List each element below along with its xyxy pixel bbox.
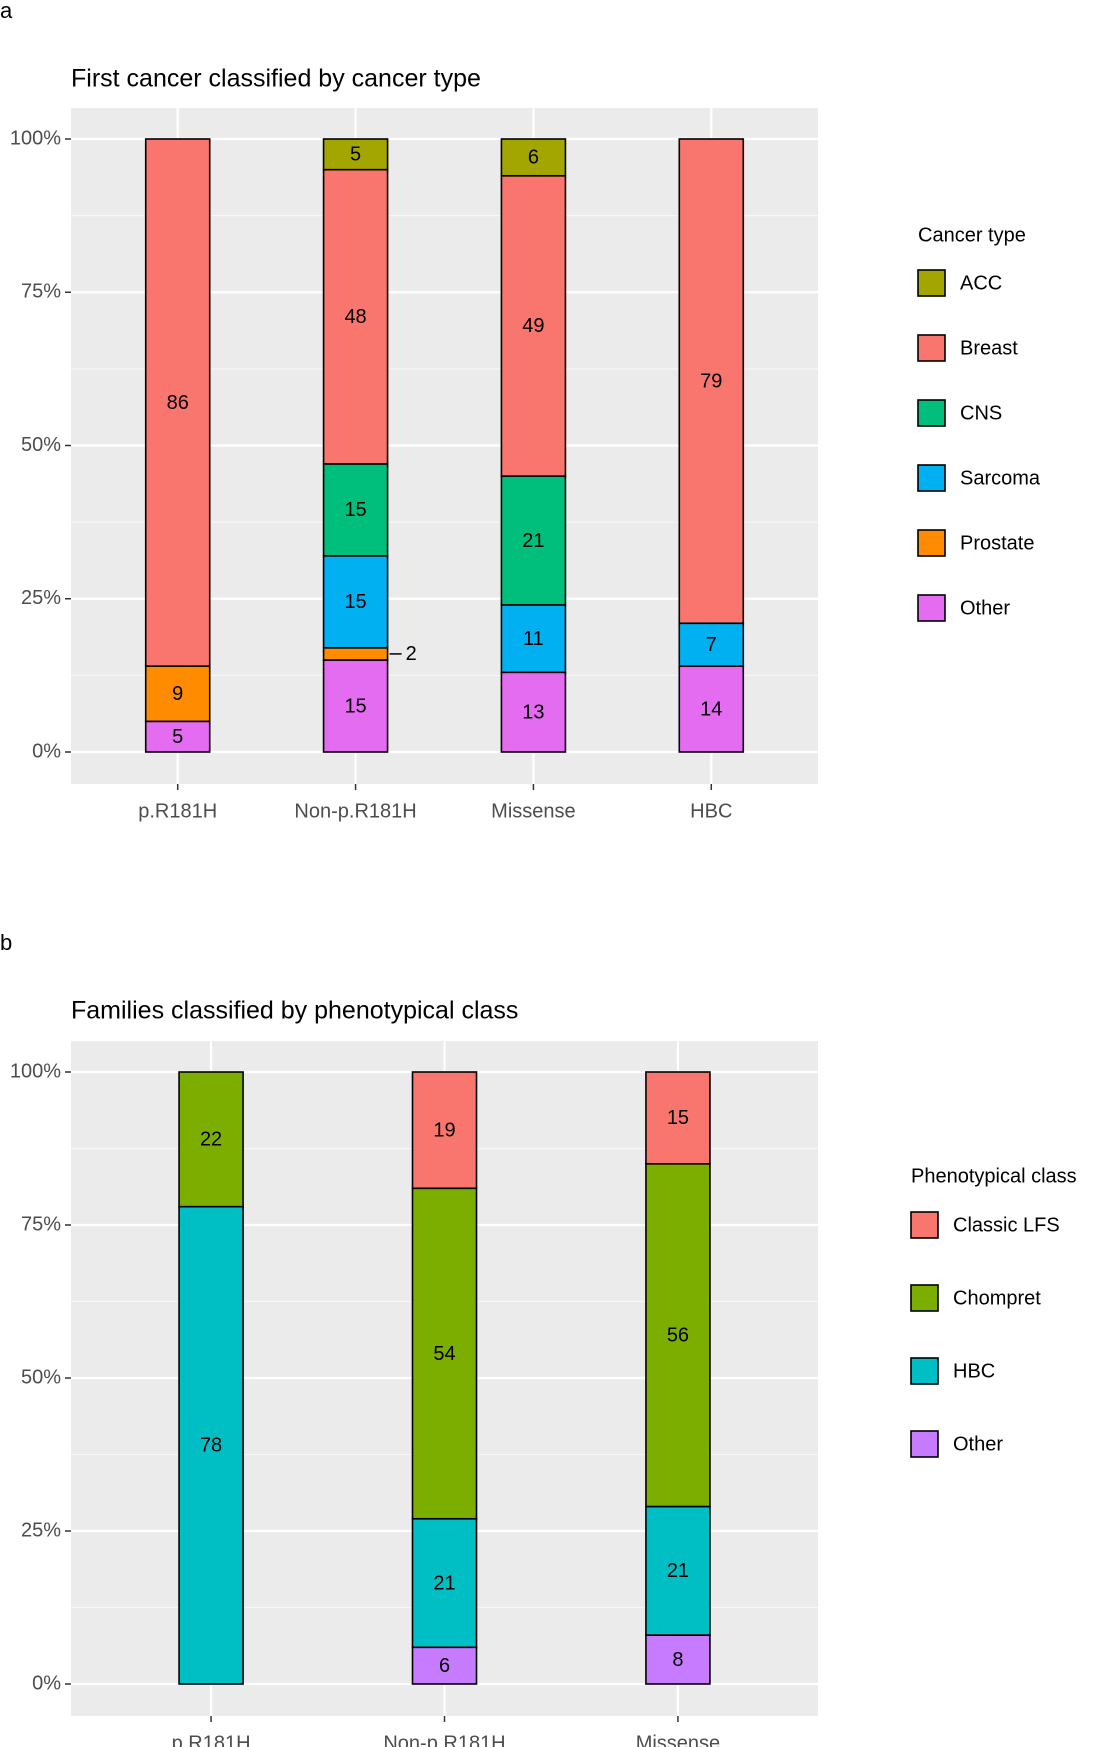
- bar-segment-p-r181h-chompret: [178, 1071, 244, 1208]
- data-label: 49: [522, 315, 544, 337]
- data-label: 15: [344, 591, 366, 613]
- bar-segment-missense-cns: [500, 475, 567, 606]
- legend-key-breast: [917, 334, 946, 362]
- chart-title: Families classified by phenotypical clas…: [71, 997, 518, 1025]
- bar-segment-non-p-r181h-chompret: [411, 1187, 478, 1520]
- y-tick-label: 75%: [21, 281, 61, 303]
- y-tick-label: 75%: [21, 1213, 61, 1235]
- x-tick-label: Non-p.R181H: [294, 800, 416, 822]
- bar-segment-non-p-r181h-other: [411, 1646, 478, 1685]
- panel-a: a First cancer classified by cancer type 0…: [0, 0, 1041, 822]
- data-label: 78: [200, 1435, 222, 1457]
- legend-title: Phenotypical class: [911, 1165, 1077, 1187]
- panel-b: b Families classified by phenotypical cla…: [0, 930, 1077, 1747]
- data-label: 48: [344, 306, 366, 328]
- bar-segment-p-r181h-prostate: [144, 665, 211, 723]
- legend-label-sarcoma: Sarcoma: [960, 467, 1041, 489]
- data-label: 9: [172, 683, 183, 705]
- x-tick-label: Missense: [636, 1732, 720, 1747]
- legend-key-classic-lfs: [910, 1211, 939, 1239]
- bar-segment-missense-classic-lfs: [645, 1071, 711, 1165]
- legend-label-hbc: HBC: [953, 1360, 995, 1382]
- bar-segment-non-p-r181h-hbc: [411, 1517, 478, 1649]
- legend-key-sarcoma: [917, 464, 946, 492]
- y-tick-label: 25%: [21, 587, 61, 609]
- data-label: 22: [200, 1129, 222, 1151]
- data-label: 11: [523, 628, 544, 650]
- bar-segment-non-p-r181h-breast: [322, 168, 389, 465]
- bar-segment-missense-other: [645, 1634, 711, 1685]
- x-tick-label: Non-p.R181H: [383, 1732, 505, 1747]
- legend-key-prostate: [917, 529, 946, 557]
- legend-key-hbc: [910, 1357, 939, 1385]
- data-label: 21: [522, 530, 544, 552]
- y-tick-label: 0%: [32, 1672, 61, 1694]
- y-tick-label: 100%: [10, 1060, 61, 1082]
- data-label: 8: [672, 1649, 683, 1671]
- bar-segment-p-r181h-hbc: [178, 1205, 244, 1685]
- y-tick-label: 50%: [21, 434, 61, 456]
- bar-segment-missense-acc: [500, 138, 567, 177]
- data-label: 86: [167, 392, 189, 414]
- bar-segment-hbc-other: [678, 665, 745, 753]
- legend-label-other: Other: [953, 1433, 1003, 1455]
- bar-segment-missense-chompret: [645, 1163, 711, 1508]
- data-label: 15: [667, 1107, 689, 1129]
- legend-key-other: [910, 1430, 939, 1458]
- data-label: 15: [344, 695, 366, 717]
- data-label: 7: [706, 634, 717, 656]
- bar-segment-non-p-r181h-classic-lfs: [411, 1071, 478, 1190]
- bar-segment-missense-sarcoma: [500, 604, 567, 674]
- x-tick-label: HBC: [690, 800, 732, 822]
- chart-title: First cancer classified by cancer type: [71, 65, 481, 93]
- bar-segment-p-r181h-breast: [144, 138, 211, 667]
- data-label: 21: [433, 1572, 455, 1594]
- legend-title: Cancer type: [918, 224, 1026, 246]
- legend-label-cns: CNS: [960, 402, 1002, 424]
- legend-key-chompret: [910, 1284, 939, 1312]
- legend-label-prostate: Prostate: [960, 532, 1034, 554]
- data-label: 21: [667, 1560, 689, 1582]
- bar-segment-non-p-r181h-prostate: [322, 646, 389, 661]
- data-label: 6: [439, 1655, 450, 1677]
- data-label: 19: [433, 1119, 455, 1141]
- y-tick-label: 100%: [10, 127, 61, 149]
- bar-segment-non-p-r181h-cns: [322, 463, 389, 557]
- panel-label: a: [0, 0, 13, 23]
- y-tick-label: 25%: [21, 1519, 61, 1541]
- data-label: 56: [667, 1324, 689, 1346]
- legend-label-other: Other: [960, 597, 1010, 619]
- y-tick-label: 0%: [32, 740, 61, 762]
- legend-label-classic-lfs: Classic LFS: [953, 1214, 1060, 1236]
- bar-segment-hbc-breast: [678, 138, 745, 625]
- legend-key-cns: [917, 399, 946, 427]
- x-tick-label: p.R181H: [138, 800, 217, 822]
- x-tick-label: p.R181H: [172, 1732, 251, 1747]
- legend-key-other: [917, 594, 946, 622]
- bar-segment-non-p-r181h-acc: [322, 138, 389, 171]
- data-label: 14: [700, 698, 722, 720]
- bar-segment-missense-other: [500, 671, 567, 753]
- data-label: 5: [350, 144, 361, 166]
- bar-segment-non-p-r181h-sarcoma: [322, 555, 389, 649]
- data-label: 6: [528, 147, 539, 169]
- bar-segment-missense-breast: [500, 174, 567, 477]
- x-tick-label: Missense: [491, 800, 575, 822]
- data-label: 13: [522, 701, 544, 723]
- legend-label-breast: Breast: [960, 337, 1018, 359]
- legend-label-chompret: Chompret: [953, 1287, 1041, 1309]
- data-label: 15: [344, 499, 366, 521]
- y-tick-label: 50%: [21, 1366, 61, 1388]
- legend-label-acc: ACC: [960, 272, 1002, 294]
- panel-label: b: [0, 930, 12, 955]
- data-label: 2: [406, 643, 417, 665]
- data-label: 5: [172, 726, 183, 748]
- data-label: 54: [433, 1343, 455, 1365]
- bar-segment-non-p-r181h-other: [322, 659, 389, 753]
- legend-key-acc: [917, 269, 946, 297]
- data-label: 79: [700, 370, 722, 392]
